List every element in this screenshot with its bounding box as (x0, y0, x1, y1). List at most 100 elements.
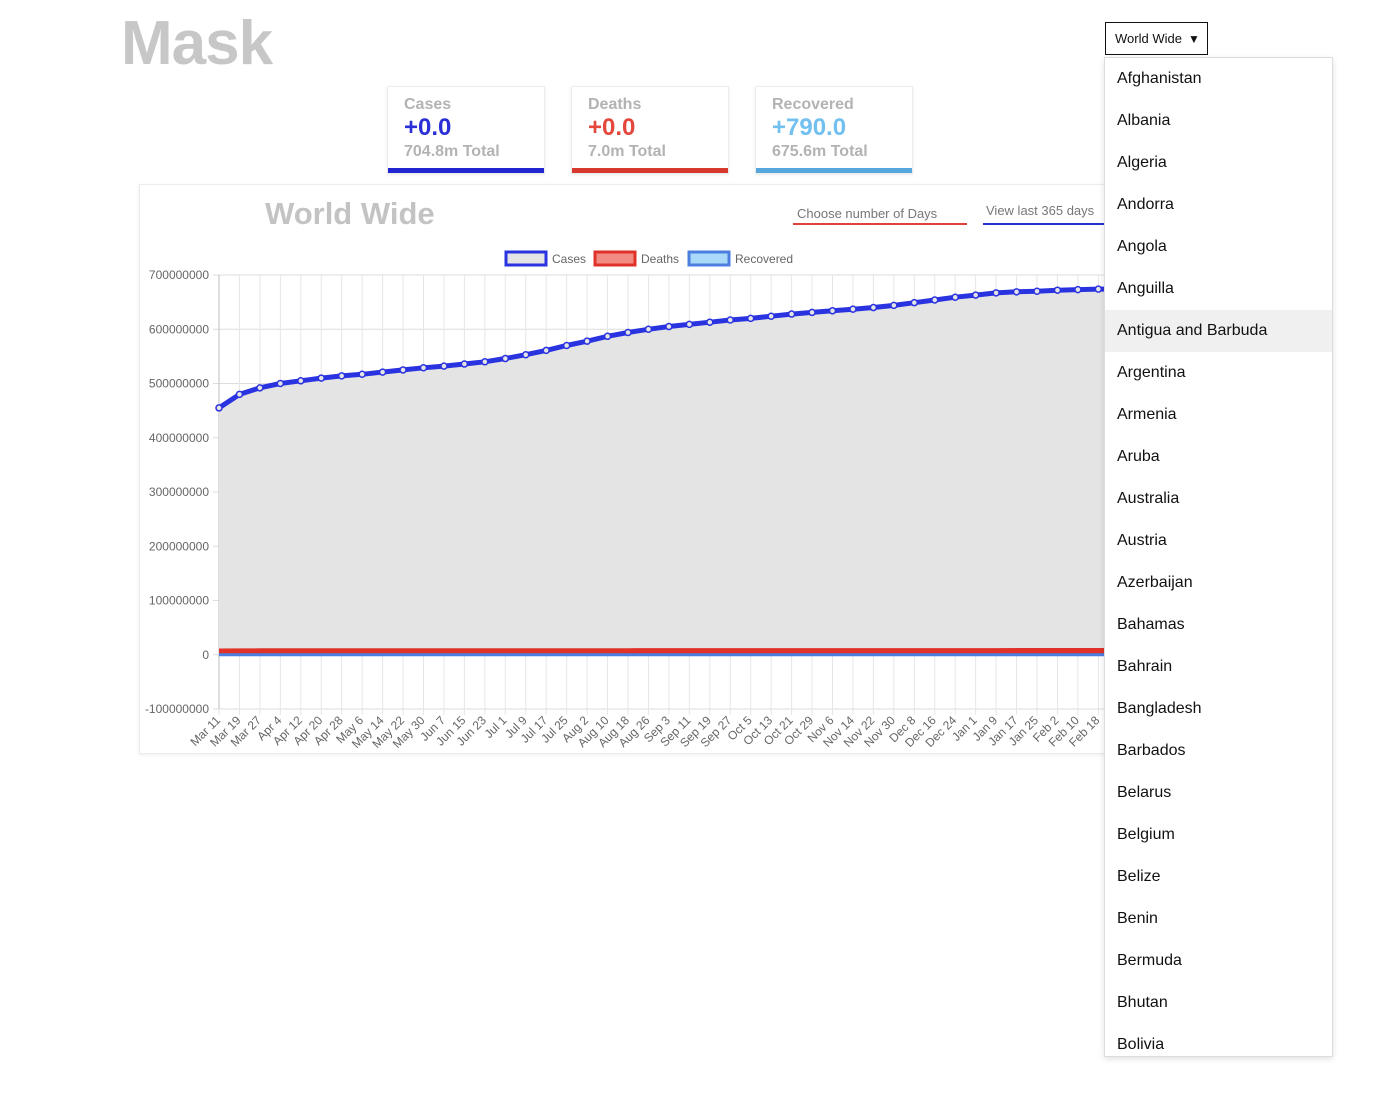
cases-point (501, 354, 510, 363)
cases-point (644, 325, 653, 333)
country-option[interactable]: Anguilla (1117, 280, 1174, 297)
y-tick-label: 700000000 (149, 268, 209, 282)
legend-label: Cases (552, 252, 586, 266)
legend-label: Deaths (641, 252, 679, 266)
country-option[interactable]: Aruba (1117, 448, 1160, 465)
cases-point (1053, 286, 1062, 294)
country-option[interactable]: Bangladesh (1117, 700, 1202, 717)
cases-point (665, 322, 673, 331)
cases-point (235, 390, 244, 399)
cases-point (746, 314, 755, 323)
cases-label: Cases (404, 96, 452, 113)
cases-point (358, 370, 366, 379)
cases-point (297, 377, 305, 385)
cases-point (808, 308, 816, 317)
country-option[interactable]: Australia (1117, 490, 1180, 507)
country-option[interactable]: Benin (1117, 910, 1158, 927)
y-tick-label: 100000000 (149, 594, 209, 608)
country-option[interactable]: Bhutan (1117, 994, 1168, 1011)
cases-area (219, 289, 1105, 655)
country-option[interactable]: Belarus (1117, 784, 1172, 801)
country-option[interactable]: Andorra (1117, 196, 1174, 213)
country-option[interactable]: Azerbaijan (1117, 574, 1193, 591)
cases-point (256, 384, 264, 392)
country-dropdown-menu[interactable]: Afghanistan Albania Algeria Andorra Angola An… (1104, 57, 1333, 1057)
cases-point (931, 296, 939, 304)
deaths-accent-bar (572, 168, 728, 173)
recovered-label: Recovered (772, 96, 854, 113)
country-option[interactable]: Albania (1117, 112, 1171, 129)
country-option[interactable]: Belgium (1117, 826, 1175, 843)
cases-point (522, 350, 530, 359)
cases-point (787, 310, 796, 318)
country-option[interactable]: Bolivia (1117, 1036, 1165, 1053)
deaths-card[interactable]: Deaths +0.0 7.0m Total (571, 86, 729, 174)
legend-swatch (504, 250, 548, 267)
deaths-total: 7.0m Total (588, 143, 666, 160)
cases-point (440, 362, 448, 370)
y-tick-label: 600000000 (149, 322, 209, 336)
deaths-delta: +0.0 (588, 114, 636, 141)
cases-point (869, 303, 878, 312)
cases-point (276, 379, 285, 388)
y-tick-label: -100000000 (145, 702, 209, 716)
legend-swatch (687, 250, 731, 267)
cases-point (603, 332, 612, 341)
cases-point (583, 337, 591, 345)
cases-point (562, 341, 571, 350)
y-tick-label: 200000000 (149, 539, 209, 553)
legend-swatch (593, 250, 637, 267)
cases-point (910, 298, 919, 307)
cases-point (828, 307, 837, 315)
country-select-value: World Wide (1115, 31, 1182, 46)
cases-point (726, 316, 734, 324)
cases-point (1074, 285, 1082, 294)
country-option[interactable]: Bermuda (1117, 952, 1182, 969)
cases-point (542, 346, 550, 355)
cases-card[interactable]: Cases +0.0 704.8m Total (387, 86, 545, 174)
cases-point (971, 291, 980, 299)
cases-delta: +0.0 (404, 114, 452, 141)
line-chart: 700000000 600000000 500000000 400000000 3000… (145, 250, 1105, 751)
caret-down-icon: ▼ (1187, 31, 1200, 46)
cases-point (1033, 287, 1041, 296)
cases-point (1012, 288, 1021, 296)
country-option[interactable]: Austria (1117, 532, 1167, 549)
country-option[interactable]: Angola (1117, 238, 1167, 255)
cases-accent-bar (388, 168, 544, 173)
cases-point (215, 404, 223, 412)
days-input[interactable] (793, 203, 967, 225)
cases-point (337, 372, 346, 380)
country-option[interactable]: Barbados (1117, 742, 1186, 759)
cases-point (890, 301, 898, 310)
recovered-card[interactable]: Recovered +790.0 675.6m Total (755, 86, 913, 174)
deaths-label: Deaths (588, 96, 642, 113)
cases-point (706, 318, 714, 326)
recovered-total: 675.6m Total (772, 143, 868, 160)
cases-point (992, 289, 1000, 297)
country-option[interactable]: Armenia (1117, 406, 1177, 423)
cases-point (1094, 285, 1103, 293)
cases-point (951, 293, 959, 301)
deaths-line (218, 648, 1105, 655)
country-select[interactable]: World Wide ▼ (1105, 22, 1208, 55)
cases-point (399, 366, 407, 374)
cases-point (460, 360, 469, 368)
country-option[interactable]: Belize (1117, 868, 1161, 885)
country-option[interactable]: Bahamas (1117, 616, 1185, 633)
country-option[interactable]: Afghanistan (1117, 70, 1202, 87)
cases-point (317, 374, 325, 382)
app-title: Mask (121, 9, 273, 78)
cases-point (419, 364, 428, 372)
cases-point (481, 358, 489, 366)
view-last-days-button[interactable]: View last 365 days (983, 203, 1105, 225)
country-option[interactable]: Argentina (1117, 364, 1186, 381)
recovered-accent-bar (756, 168, 912, 173)
cases-point (685, 320, 694, 329)
cases-point (849, 305, 857, 313)
cases-point (767, 312, 775, 320)
country-option[interactable]: Bahrain (1117, 658, 1173, 675)
country-option[interactable]: Algeria (1117, 154, 1167, 171)
y-tick-label: 400000000 (149, 431, 209, 445)
country-option[interactable]: Antigua and Barbuda (1105, 310, 1332, 352)
